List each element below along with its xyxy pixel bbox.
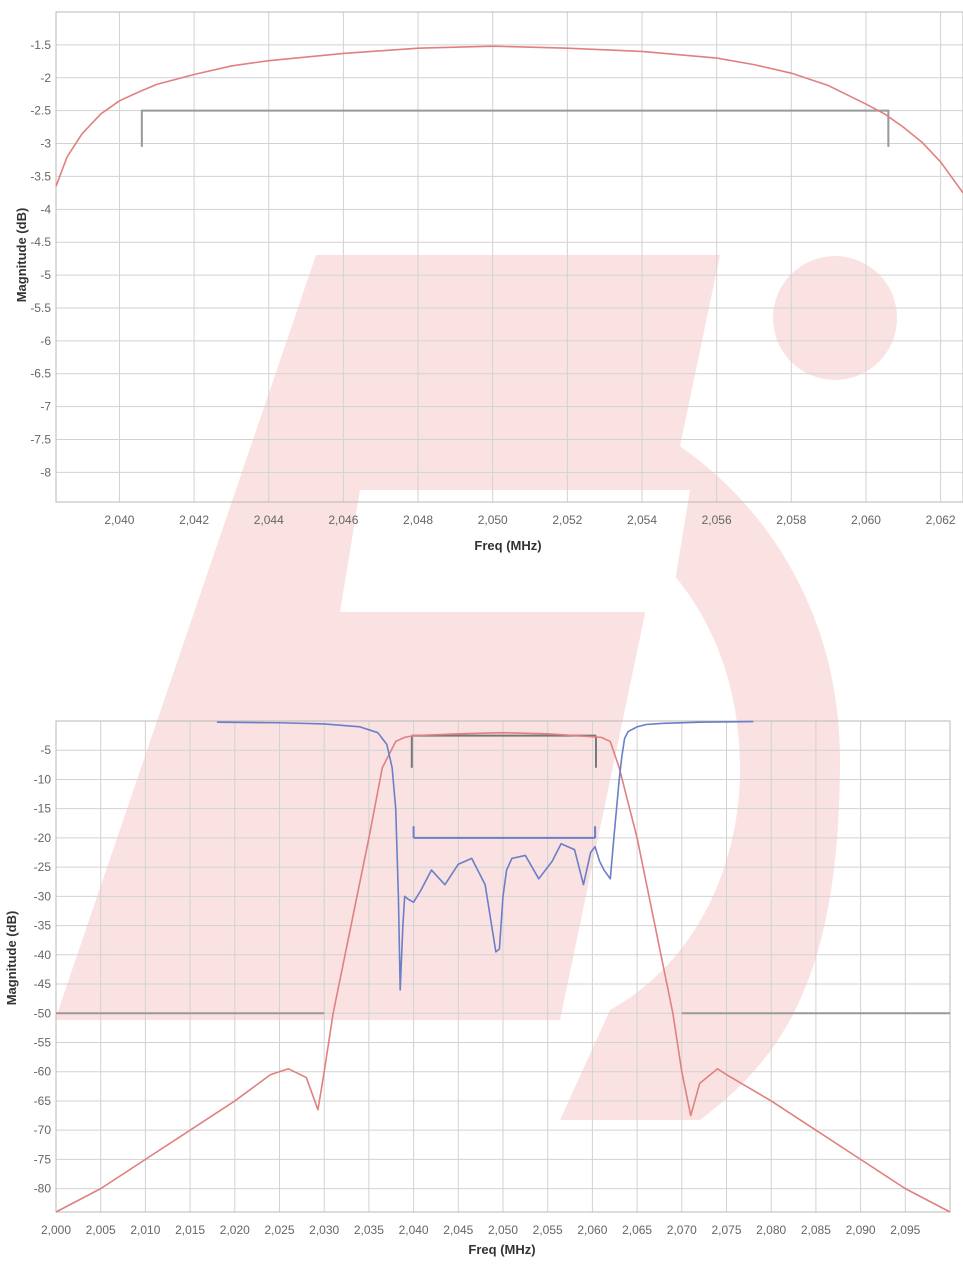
x-tick-label: 2,090 — [846, 1223, 876, 1237]
y-tick-label: -50 — [34, 1006, 52, 1020]
x-tick-label: 2,054 — [627, 513, 657, 527]
x-tick-label: 2,010 — [130, 1223, 160, 1237]
plot-frame — [55, 11, 963, 503]
plot-frame — [55, 720, 951, 1213]
x-tick-label: 2,045 — [443, 1223, 473, 1237]
x-tick-label: 2,095 — [890, 1223, 920, 1237]
y-ticks: -5 -10 -15 -20 -25 -30 -35 -40 -45 -50 -55 -60 -65 -7… — [34, 743, 52, 1195]
x-axis-label: Freq (MHz) — [474, 538, 541, 553]
x-tick-label: 2,005 — [86, 1223, 116, 1237]
y-tick-label: -20 — [34, 831, 52, 845]
grid — [56, 12, 963, 502]
y-tick-label: -6 — [40, 334, 51, 348]
y-ticks: -1.5 -2 -2.5 -3 -3.5 -4 -4.5 -5 -5.5 -6 -6.5 -7 -7.5… — [30, 38, 51, 480]
y-tick-label: -40 — [34, 948, 52, 962]
y-tick-label: -80 — [34, 1182, 52, 1196]
y-tick-label: -70 — [34, 1123, 52, 1137]
y-tick-label: -7.5 — [30, 433, 51, 447]
y-tick-label: -2.5 — [30, 104, 51, 118]
x-tick-label: 2,025 — [264, 1223, 294, 1237]
x-tick-label: 2,065 — [622, 1223, 652, 1237]
y-tick-label: -4 — [40, 202, 51, 216]
series — [55, 720, 951, 1213]
x-tick-label: 2,060 — [851, 513, 881, 527]
x-tick-label: 2,055 — [533, 1223, 563, 1237]
chart-bottom: 2,000 2,005 2,010 2,015 2,020 2,025 2,030 2,035… — [4, 720, 951, 1257]
x-tick-label: 2,080 — [756, 1223, 786, 1237]
series-line-1 — [55, 45, 963, 194]
x-tick-label: 2,052 — [552, 513, 582, 527]
y-tick-label: -5 — [40, 743, 51, 757]
series-line-1 — [55, 731, 951, 1213]
x-tick-label: 2,020 — [220, 1223, 250, 1237]
y-tick-label: -4.5 — [30, 235, 51, 249]
y-tick-label: -60 — [34, 1065, 52, 1079]
y-tick-label: -65 — [34, 1094, 52, 1108]
y-tick-label: -8 — [40, 465, 51, 479]
x-tick-label: 2,035 — [354, 1223, 384, 1237]
x-tick-label: 2,062 — [926, 513, 956, 527]
x-tick-label: 2,000 — [41, 1223, 71, 1237]
x-tick-label: 2,044 — [254, 513, 284, 527]
x-tick-label: 2,048 — [403, 513, 433, 527]
x-tick-label: 2,015 — [175, 1223, 205, 1237]
x-axis-label: Freq (MHz) — [468, 1242, 535, 1257]
y-tick-label: -6.5 — [30, 367, 51, 381]
y-tick-label: -75 — [34, 1152, 52, 1166]
y-tick-label: -45 — [34, 977, 52, 991]
y-tick-label: -30 — [34, 889, 52, 903]
x-tick-label: 2,040 — [104, 513, 134, 527]
x-tick-label: 2,050 — [478, 513, 508, 527]
x-tick-label: 2,046 — [328, 513, 358, 527]
y-tick-label: -25 — [34, 860, 52, 874]
y-tick-label: -1.5 — [30, 38, 51, 52]
x-tick-label: 2,085 — [801, 1223, 831, 1237]
y-tick-label: -5 — [40, 268, 51, 282]
y-tick-label: -5.5 — [30, 301, 51, 315]
x-tick-label: 2,056 — [702, 513, 732, 527]
y-tick-label: -10 — [34, 772, 52, 786]
x-tick-label: 2,050 — [488, 1223, 518, 1237]
x-tick-label: 2,030 — [309, 1223, 339, 1237]
x-tick-label: 2,042 — [179, 513, 209, 527]
spec-bracket — [140, 109, 890, 147]
x-tick-label: 2,060 — [577, 1223, 607, 1237]
y-tick-label: -15 — [34, 802, 52, 816]
y-tick-label: -7 — [40, 400, 51, 414]
y-tick-label: -55 — [34, 1035, 52, 1049]
x-tick-label: 2,075 — [711, 1223, 741, 1237]
x-tick-label: 2,040 — [399, 1223, 429, 1237]
x-ticks: 2,000 2,005 2,010 2,015 2,020 2,025 2,030 2,035… — [41, 1223, 921, 1237]
y-tick-label: -35 — [34, 919, 52, 933]
chart-top: 2,040 2,042 2,044 2,046 2,048 2,050 2,052 2,054… — [14, 11, 963, 553]
x-tick-label: 2,070 — [667, 1223, 697, 1237]
y-tick-label: -3.5 — [30, 169, 51, 183]
series-line-2 — [216, 720, 754, 991]
series — [55, 45, 963, 194]
x-tick-label: 2,058 — [776, 513, 806, 527]
y-axis-label: Magnitude (dB) — [4, 911, 19, 1006]
y-tick-label: -3 — [40, 137, 51, 151]
grid — [55, 721, 950, 1212]
x-ticks: 2,040 2,042 2,044 2,046 2,048 2,050 2,052 2,054… — [104, 513, 956, 527]
y-tick-label: -2 — [40, 71, 51, 85]
annotations — [140, 109, 890, 147]
y-axis-label: Magnitude (dB) — [14, 208, 29, 303]
